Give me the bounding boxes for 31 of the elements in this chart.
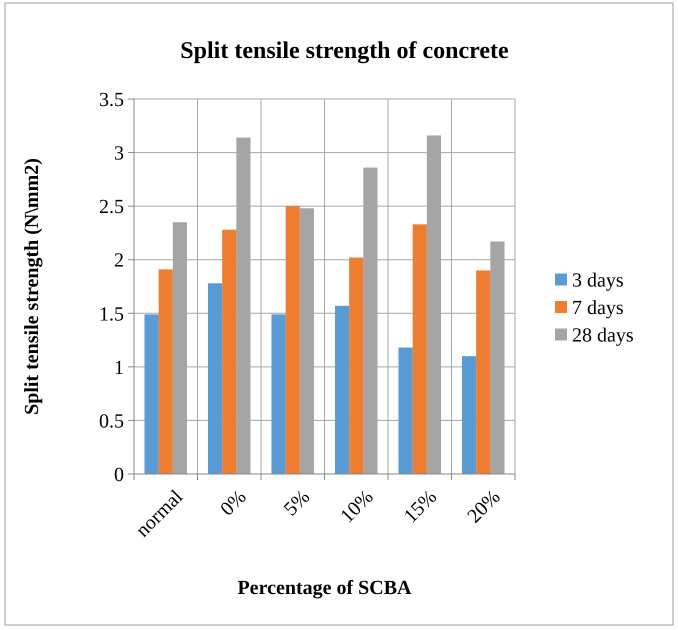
legend-label: 28 days xyxy=(572,324,634,346)
y-tick-label: 1.5 xyxy=(99,303,124,326)
y-tick-label: 0 xyxy=(114,464,124,486)
chart-title: Split tensile strength of concrete xyxy=(180,38,510,64)
x-tick-label: 0% xyxy=(216,486,251,520)
x-axis-title: Percentage of SCBA xyxy=(237,577,412,599)
bar xyxy=(222,230,236,474)
bar xyxy=(208,283,222,474)
y-tick-label: 2 xyxy=(114,250,124,272)
bar xyxy=(398,348,413,474)
bar xyxy=(271,314,286,474)
bar xyxy=(412,224,427,474)
bar xyxy=(349,258,364,474)
legend-label: 7 days xyxy=(572,297,624,319)
bar xyxy=(476,270,490,474)
bar xyxy=(144,314,159,474)
y-tick-label: 3.5 xyxy=(99,89,124,111)
x-tick-label: 10% xyxy=(336,486,378,528)
bar xyxy=(286,206,300,474)
x-tick-label: 20% xyxy=(463,486,505,528)
y-tick-label: 2.5 xyxy=(99,196,124,218)
bar xyxy=(334,306,350,474)
bar xyxy=(158,269,173,474)
legend-label: 3 days xyxy=(572,270,624,292)
bar xyxy=(462,356,476,474)
x-tick-label: 15% xyxy=(400,486,442,528)
y-tick-label: 3 xyxy=(114,142,124,165)
y-axis-title: Split tensile strength (N\mm2) xyxy=(21,158,43,415)
y-tick-label: 1 xyxy=(114,356,124,379)
y-tick-label: 0.5 xyxy=(99,410,124,432)
x-tick-label: 5% xyxy=(280,486,314,520)
